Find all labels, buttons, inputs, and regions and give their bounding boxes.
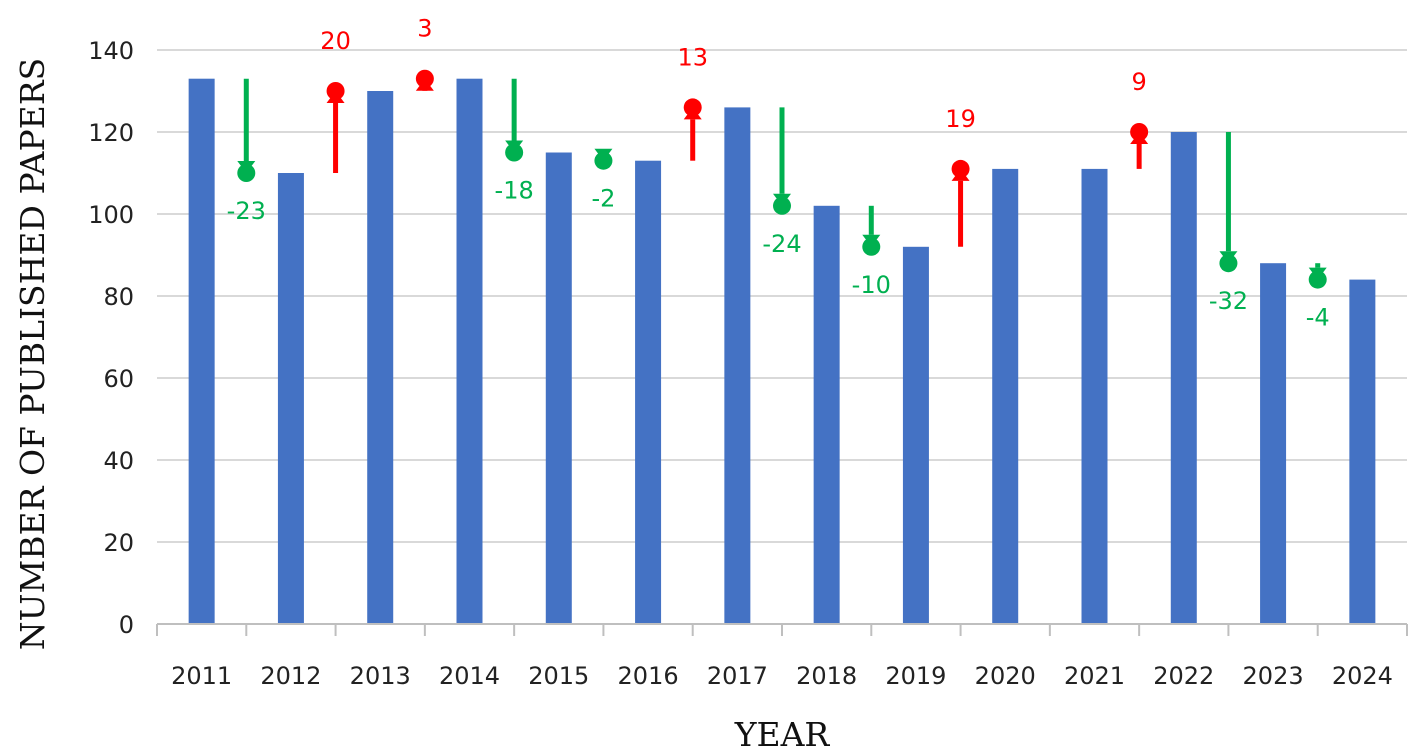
change-point — [594, 151, 613, 170]
y-tick-label: 60 — [103, 365, 134, 393]
x-tick-label: 2021 — [1064, 662, 1125, 690]
x-tick-label: 2012 — [260, 662, 321, 690]
bar — [1349, 279, 1376, 624]
x-tick-label: 2018 — [796, 662, 857, 690]
change-label: 13 — [677, 43, 708, 71]
change-marker: -32 — [1209, 132, 1248, 315]
change-label: 19 — [945, 105, 976, 133]
y-tick-label: 40 — [103, 447, 134, 475]
change-markers: -23 20 3 -18 -2 13 -24 -10 19 9 -32 -4 — [227, 15, 1330, 332]
x-tick-label: 2016 — [618, 662, 679, 690]
x-tick-label: 2023 — [1243, 662, 1304, 690]
bar — [456, 78, 483, 624]
x-tick-label: 2022 — [1153, 662, 1214, 690]
y-tick-label: 120 — [88, 119, 134, 147]
bar — [902, 246, 929, 625]
y-tick-label: 0 — [119, 611, 134, 639]
change-point — [683, 98, 702, 117]
change-marker: 3 — [415, 15, 434, 91]
bar — [277, 173, 304, 624]
change-marker: 13 — [677, 43, 708, 161]
change-label: 3 — [417, 15, 432, 43]
change-label: -18 — [495, 177, 534, 205]
change-marker: -18 — [495, 78, 534, 205]
x-tick-label: 2015 — [528, 662, 589, 690]
bar — [188, 78, 215, 624]
bar — [635, 160, 662, 624]
y-tick-label: 100 — [88, 201, 134, 229]
y-tick-labels: 0 20 40 60 80 100 120 140 — [88, 37, 134, 639]
bar — [813, 205, 840, 625]
x-tick-label: 2019 — [885, 662, 946, 690]
change-point — [1130, 123, 1149, 141]
change-label: -23 — [227, 197, 266, 225]
change-label: 20 — [320, 27, 351, 55]
change-marker: -4 — [1306, 263, 1330, 332]
x-tick-label: 2013 — [350, 662, 411, 690]
bar — [1260, 263, 1287, 624]
x-axis — [156, 623, 1408, 636]
change-label: 9 — [1132, 68, 1147, 96]
change-label: -2 — [591, 185, 615, 213]
change-marker: -2 — [591, 148, 615, 213]
change-label: -4 — [1306, 304, 1330, 332]
change-marker: 9 — [1130, 68, 1149, 169]
change-point — [415, 69, 434, 88]
change-label: -10 — [852, 271, 891, 299]
change-point — [326, 82, 345, 100]
x-tick-label: 2014 — [439, 662, 500, 690]
bar — [1081, 168, 1108, 624]
bar — [367, 91, 394, 624]
change-point — [1308, 270, 1327, 289]
y-tick-label: 140 — [88, 37, 134, 65]
bar — [545, 152, 572, 624]
y-axis-title: NUMBER OF PUBLISHED PAPERS — [13, 58, 52, 650]
y-tick-label: 80 — [103, 283, 134, 311]
change-marker: 20 — [320, 27, 351, 173]
change-point — [1219, 254, 1238, 273]
x-tick-label: 2020 — [975, 662, 1036, 690]
x-tick-label: 2017 — [707, 662, 768, 690]
change-point — [505, 143, 524, 162]
change-marker: -24 — [762, 107, 802, 258]
change-point — [237, 164, 256, 182]
bar — [724, 107, 751, 624]
change-label: -24 — [762, 230, 801, 258]
x-tick-labels: 2011 2012 2013 2014 2015 2016 2017 2018 2019 2020… — [171, 662, 1393, 690]
x-tick-label: 2024 — [1332, 662, 1393, 690]
change-point — [862, 237, 881, 256]
bar — [992, 168, 1019, 624]
bars — [188, 78, 1376, 625]
change-point — [773, 196, 791, 215]
x-tick-label: 2011 — [171, 662, 232, 690]
x-axis-title: YEAR — [734, 715, 831, 754]
change-label: -32 — [1209, 287, 1248, 315]
bar — [1170, 132, 1197, 624]
change-marker: 19 — [945, 105, 976, 247]
y-tick-label: 20 — [103, 529, 134, 557]
change-marker: -10 — [852, 205, 891, 299]
change-point — [951, 159, 970, 178]
change-marker: -23 — [227, 78, 266, 225]
